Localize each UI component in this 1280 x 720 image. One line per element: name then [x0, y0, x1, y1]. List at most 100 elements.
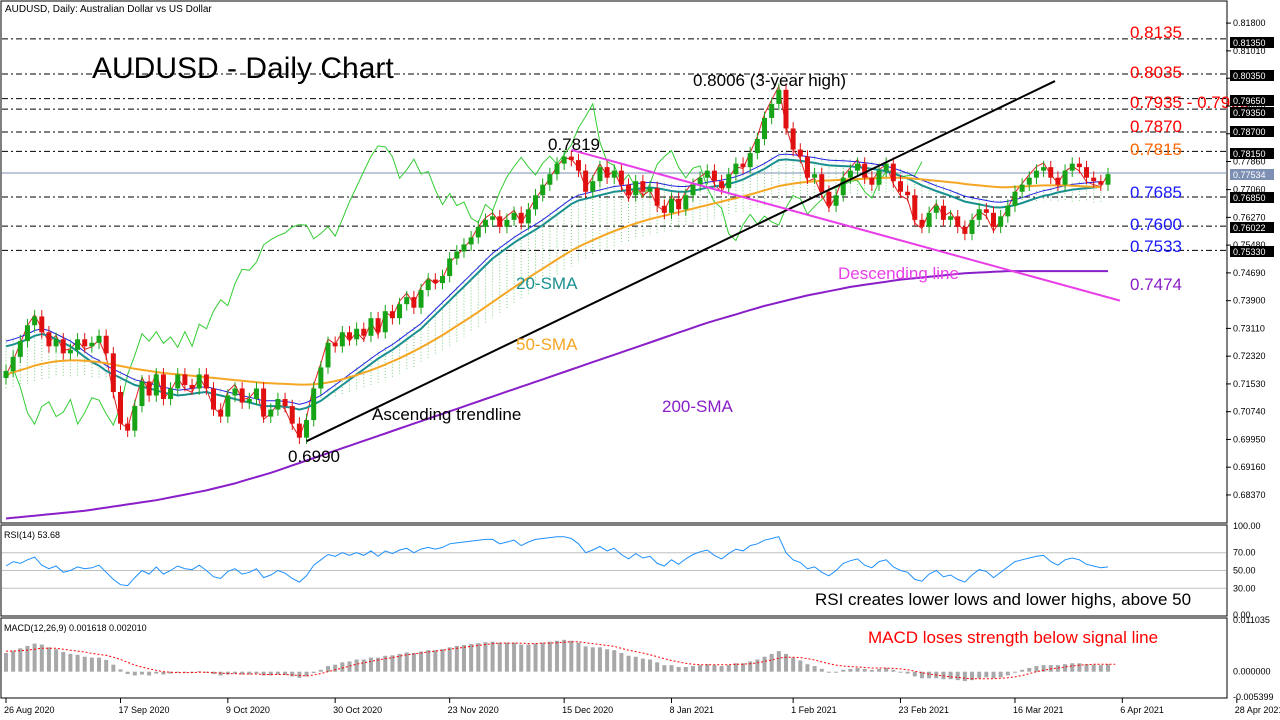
macd-histogram-bar — [390, 655, 395, 672]
macd-histogram-bar — [884, 667, 889, 672]
macd-histogram-bar — [461, 644, 466, 672]
macd-histogram-bar — [741, 663, 746, 672]
macd-histogram-bar — [1077, 663, 1082, 672]
level-label: 0.8135 — [1130, 23, 1182, 42]
macd-histogram-bar — [1034, 666, 1039, 672]
bear-candle — [940, 205, 946, 220]
bull-candle — [561, 156, 567, 164]
bear-candle — [160, 374, 166, 400]
level-tag-label: 0.76850 — [1233, 193, 1266, 203]
bull-candle — [418, 290, 424, 308]
macd-histogram-bar — [619, 652, 624, 672]
macd-histogram-bar — [512, 642, 517, 672]
macd-histogram-bar — [340, 662, 345, 672]
macd-histogram-bar — [147, 671, 152, 676]
level-label: 0.7685 — [1130, 183, 1182, 202]
macd-histogram-bar — [297, 671, 302, 678]
x-tick-label: 16 Mar 2021 — [1013, 705, 1064, 715]
y-tick-label: 0.72320 — [1233, 351, 1266, 361]
bear-candle — [826, 191, 832, 206]
bull-candle — [397, 304, 403, 319]
macd-histogram-bar — [104, 659, 109, 672]
bear-candle — [60, 339, 66, 354]
macd-histogram-bar — [161, 671, 166, 675]
macd-histogram-bar — [204, 671, 209, 673]
macd-histogram-bar — [540, 642, 545, 672]
bull-candle — [726, 174, 732, 189]
bull-candle — [482, 219, 488, 227]
rsi-panel — [0, 524, 1228, 617]
bull-candle — [812, 174, 818, 178]
bear-candle — [719, 181, 725, 189]
macd-histogram-bar — [411, 652, 416, 672]
level-label: 0.8035 — [1130, 63, 1182, 82]
macd-histogram-bar — [970, 671, 975, 681]
bull-candle — [24, 325, 30, 342]
level-tag — [1230, 222, 1274, 233]
macd-histogram-bar — [605, 649, 610, 672]
y-tick-label: 0.75480 — [1233, 240, 1266, 250]
macd-histogram-bar — [891, 669, 896, 672]
bear-candle — [361, 328, 367, 336]
macd-histogram-bar — [962, 671, 967, 682]
level-label: 0.7533 — [1130, 237, 1182, 256]
bull-candle — [668, 198, 674, 213]
bear-candle — [103, 335, 109, 354]
macd-histogram-bar — [705, 664, 710, 672]
rsi-line — [5, 536, 1109, 587]
bull-candle — [96, 335, 102, 343]
bull-candle — [461, 244, 467, 252]
bull-candle — [547, 174, 553, 185]
macd-histogram-bar — [82, 656, 87, 672]
bear-candle — [239, 388, 245, 403]
rsi-annotation: RSI creates lower lows and lower highs, … — [815, 590, 1191, 609]
bull-candle — [304, 420, 310, 438]
bull-candle — [1105, 174, 1111, 185]
bull-candle — [425, 279, 431, 291]
bull-candle — [525, 209, 531, 224]
level-tag-label: 0.79650 — [1233, 96, 1266, 106]
bear-candle — [626, 184, 632, 196]
macd-histogram-bar — [376, 657, 381, 672]
bear-candle — [375, 318, 381, 333]
macd-annotation: MACD loses strength below signal line — [868, 628, 1158, 647]
bull-candle — [769, 103, 775, 118]
macd-histogram-bar — [1084, 664, 1089, 672]
bear-candle — [411, 297, 417, 308]
bull-candle — [1012, 191, 1018, 206]
macd-histogram-bar — [25, 645, 30, 672]
bull-candle — [754, 139, 760, 154]
sma20-label: 20-SMA — [516, 274, 578, 293]
macd-histogram-bar — [347, 661, 352, 672]
bear-candle — [919, 219, 925, 227]
bull-candle — [733, 163, 739, 175]
bull-candle — [475, 226, 481, 238]
sma200-label: 200-SMA — [662, 397, 734, 416]
macd-histogram-bar — [698, 665, 703, 672]
macd-histogram-bar — [1063, 664, 1068, 672]
bear-candle — [203, 374, 209, 389]
bull-candle — [883, 163, 889, 171]
high-annotation: 0.8006 (3-year high) — [693, 71, 846, 90]
macd-histogram-bar — [1091, 664, 1096, 672]
macd-histogram-bar — [927, 671, 932, 679]
bear-candle — [955, 216, 961, 227]
macd-histogram-bar — [111, 664, 116, 672]
bull-candle — [976, 209, 982, 220]
macd-panel — [0, 617, 1228, 699]
bull-candle — [1062, 170, 1068, 185]
macd-histogram-bar — [125, 671, 130, 675]
bear-candle — [804, 156, 810, 178]
bear-candle — [346, 332, 352, 340]
macd-histogram-bar — [18, 648, 23, 672]
bull-candle — [339, 332, 345, 347]
bull-candle — [325, 342, 331, 368]
bull-candle — [933, 205, 939, 213]
y-tick-label: 0.74690 — [1233, 268, 1266, 278]
level-label: 0.7600 — [1130, 215, 1182, 234]
x-tick-label: 28 Apr 2021 — [1235, 705, 1280, 715]
bull-candle — [969, 219, 975, 234]
bull-candle — [504, 219, 510, 227]
macd-histogram-bar — [948, 671, 953, 680]
